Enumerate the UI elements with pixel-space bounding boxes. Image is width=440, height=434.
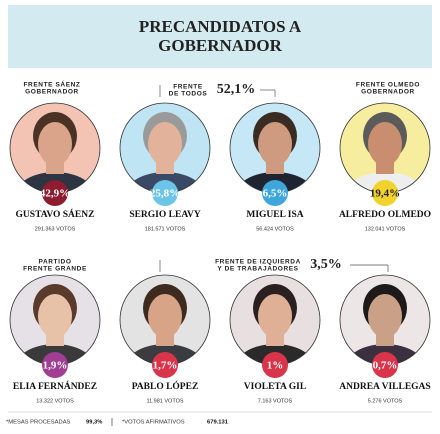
candidate-name: PABLO LÓPEZ: [132, 380, 199, 392]
candidate-name: MIGUEL ISA: [246, 210, 303, 220]
candidate-name: ANDREA VILLEGAS: [339, 382, 430, 392]
group-share: 3,5%: [310, 257, 342, 272]
percent-badge: [42, 352, 68, 378]
photo-face: [368, 294, 402, 338]
percent-badge: [152, 352, 178, 378]
candidate-name: VIOLETA GIL: [244, 382, 306, 392]
group-label: FRENTE OLMEDO: [356, 82, 420, 89]
percent-badge: [152, 180, 178, 206]
photo-shoulders: [15, 172, 95, 193]
photo-shoulders: [235, 172, 315, 193]
photo-face: [148, 122, 182, 166]
photo: [235, 284, 315, 365]
candidate-name: SERGIO LEAVY: [129, 210, 201, 220]
photo-shoulders: [345, 344, 425, 365]
photo-face: [258, 122, 292, 166]
candidate-name: ELIA FERNÁNDEZ: [13, 380, 97, 392]
percent: 1%: [267, 360, 284, 372]
percent: 1,9%: [43, 360, 68, 372]
candidate-votes: 56.424 VOTOS: [256, 226, 294, 232]
footer-value: 679.131: [207, 420, 229, 426]
group-share: 52,1%: [217, 82, 256, 97]
candidate-name: ALFREDO OLMEDO: [339, 210, 431, 220]
group-label: FRENTE SÁENZ: [23, 80, 80, 89]
photo: [125, 112, 205, 193]
group-label: FRENTE GRANDE: [23, 266, 87, 273]
photo-face: [368, 122, 402, 166]
footer-label: *MESAS PROCESADAS: [6, 420, 71, 426]
candidate-votes: 181.571 VOTOS: [145, 226, 186, 232]
photo: [125, 284, 205, 365]
percent-badge: [262, 180, 288, 206]
percent: 42,9%: [40, 188, 70, 200]
title-line: PRECANDIDATOS A: [139, 17, 302, 36]
percent: 1,7%: [153, 360, 178, 372]
photo-face: [148, 294, 182, 338]
candidate-votes: 7.163 VOTOS: [258, 398, 293, 404]
group-label: PARTIDO: [39, 259, 72, 266]
photo-face: [258, 294, 292, 338]
photo-face: [38, 294, 72, 338]
candidate-votes: 11.981 VOTOS: [146, 398, 183, 404]
group-label: GOBERNADOR: [361, 89, 415, 96]
header-band: [8, 5, 432, 68]
group-label: Y DE TRABAJADORES: [217, 266, 298, 273]
photo-shoulders: [15, 344, 95, 365]
candidate-votes: 5.276 VOTOS: [368, 398, 403, 404]
photo-shoulders: [345, 172, 425, 193]
group-label: DE TODOS: [169, 91, 208, 98]
photo: [235, 112, 315, 193]
candidate-votes: 13.322 VOTOS: [36, 398, 74, 404]
photo: [345, 284, 425, 365]
percent-badge: [42, 180, 68, 206]
percent: 25,8%: [150, 188, 180, 200]
photo: [15, 284, 95, 365]
photo-shoulders: [235, 344, 315, 365]
photo: [15, 112, 95, 193]
percent-badge: [262, 352, 288, 378]
percent-badge: [372, 352, 398, 378]
percent-badge: [372, 180, 398, 206]
percent: 6,5%: [263, 188, 288, 200]
photo-shoulders: [125, 172, 205, 193]
percent: 0,7%: [373, 360, 398, 372]
photo-shoulders: [125, 344, 205, 365]
group-label: GOBERNADOR: [25, 89, 79, 96]
group-label: FRENTE DE IZQUIERDA: [215, 259, 301, 266]
footer-value: 99,3%: [86, 420, 102, 426]
group-label: FRENTE: [173, 84, 203, 91]
footer-label: *VOTOS AFIRMATIVOS: [122, 420, 185, 426]
candidate-votes: 132.041 VOTOS: [365, 226, 406, 232]
photo: [345, 112, 425, 193]
title-line: GOBERNADOR: [158, 36, 282, 55]
photo-face: [38, 122, 72, 166]
candidate-votes: 291.363 VOTOS: [35, 226, 76, 232]
candidate-name: GUSTAVO SÁENZ: [16, 208, 95, 220]
percent: 19,4%: [370, 188, 400, 200]
